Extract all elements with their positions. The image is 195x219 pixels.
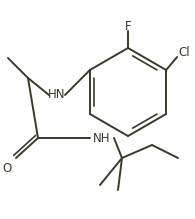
Text: NH: NH bbox=[93, 131, 111, 145]
Text: F: F bbox=[125, 19, 131, 32]
Text: O: O bbox=[2, 161, 12, 175]
Text: Cl: Cl bbox=[178, 46, 190, 58]
Text: HN: HN bbox=[48, 88, 66, 101]
